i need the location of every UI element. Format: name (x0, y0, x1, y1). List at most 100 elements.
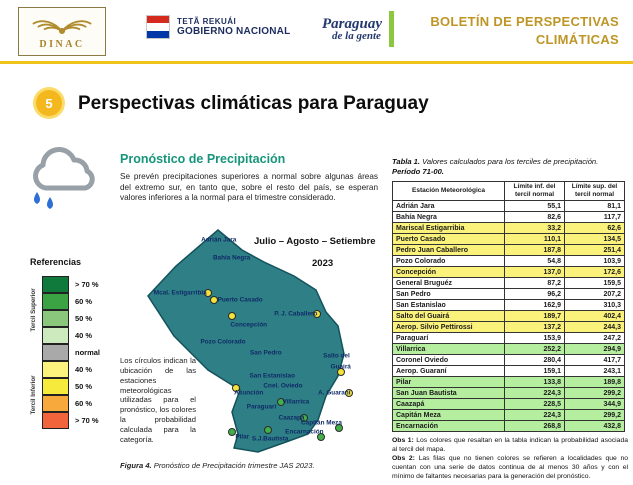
table-row: Coronel Oviedo 280,4 417,7 (392, 354, 625, 367)
table-row: General Bruguéz 87,2 159,5 (392, 277, 625, 290)
table-caption-text: Valores calculados para los terciles de … (420, 157, 599, 166)
map-station-dot (263, 425, 272, 434)
legend-label: 50 % (75, 314, 93, 323)
map-station-label: Puerto Casado (217, 296, 263, 304)
inf-value-cell: 55,1 (504, 200, 565, 213)
legend-label: > 70 % (75, 280, 99, 289)
inf-value-cell: 224,3 (504, 387, 565, 400)
station-cell: Caazapá (392, 398, 505, 411)
station-cell: Salto del Guairá (392, 310, 505, 323)
bulletin-title-line1: BOLETÍN DE PERSPECTIVAS (430, 14, 619, 29)
legend-item: 50 % (42, 310, 162, 327)
period-title: Julio – Agosto – Setiembre (254, 236, 376, 247)
station-cell: Capitán Meza (392, 409, 505, 422)
map-canvas (147, 229, 345, 453)
terciles-table: Estación Meteorológica Límite inf. del t… (392, 180, 625, 433)
station-cell: Pozo Colorado (392, 255, 505, 268)
legend-label: 50 % (75, 382, 93, 391)
inf-value-cell: 137,2 (504, 321, 565, 334)
table-caption-label: Tabla 1. (392, 157, 420, 166)
inf-value-cell: 96,2 (504, 288, 565, 301)
sup-value-cell: 117,7 (564, 211, 625, 224)
map-station-dot (313, 309, 322, 318)
map-station-dot (317, 432, 326, 441)
station-cell: San Pedro (392, 288, 505, 301)
legend-item: 40 % (42, 361, 162, 378)
map-station-label: Caazapá (278, 414, 305, 422)
map-station-dot (204, 288, 213, 297)
legend-item: 40 % (42, 327, 162, 344)
sup-value-cell: 244,3 (564, 321, 625, 334)
inf-value-cell: 133,8 (504, 376, 565, 389)
legend-label: 60 % (75, 399, 93, 408)
map-station-label: Pozo Colorado (200, 338, 246, 346)
map-station-dot (336, 367, 345, 376)
map-station-label: San Estanislao (249, 372, 295, 380)
station-cell: Aerop. Silvio Pettirossi (392, 321, 505, 334)
inf-value-cell: 228,5 (504, 398, 565, 411)
inf-value-cell: 54,8 (504, 255, 565, 268)
legend-item: > 70 % (42, 276, 162, 293)
dinac-label: DINAC (39, 38, 85, 50)
station-cell: Villarrica (392, 343, 505, 356)
table-row: Bahía Negra 82,6 117,7 (392, 211, 625, 224)
legend-item: 60 % (42, 293, 162, 310)
table-row: Salto del Guairá 189,7 402,4 (392, 310, 625, 323)
table-row: Pilar 133,8 189,8 (392, 376, 625, 389)
inf-value-cell: 110,1 (504, 233, 565, 246)
station-cell: Concepción (392, 266, 505, 279)
station-cell: Puerto Casado (392, 233, 505, 246)
sup-value-cell: 432,8 (564, 420, 625, 433)
header-divider (0, 61, 633, 64)
legend-label: normal (75, 348, 101, 357)
legend-swatch (42, 378, 69, 395)
inf-value-cell: 153,9 (504, 332, 565, 345)
legend-label: 40 % (75, 331, 93, 340)
obs2-label: Obs 2: (392, 455, 415, 462)
legend-swatch (42, 293, 69, 310)
section-number-badge: 5 (36, 90, 62, 116)
table-row: Capitán Meza 224,3 299,2 (392, 409, 625, 422)
legend-swatch (42, 310, 69, 327)
table-header-row: Estación Meteorológica Límite inf. del t… (392, 180, 625, 202)
table-row: San Estanislao 162,9 310,3 (392, 299, 625, 312)
legend-swatch (42, 412, 69, 429)
station-cell: Mariscal Estigarribia (392, 222, 505, 235)
sup-value-cell: 251,4 (564, 244, 625, 257)
legend-label: 60 % (75, 297, 93, 306)
dinac-wings-icon (32, 19, 92, 34)
legend-items: > 70 % 60 % 50 % 40 % (42, 276, 162, 429)
figure-caption-text: Pronóstico de Precipitación trimestre JA… (151, 461, 315, 470)
figure-caption: Figura 4. Pronóstico de Precipitación tr… (120, 461, 388, 470)
table-body: Adrián Jara 55,1 81,1 Bahía Negra 82,6 1… (392, 200, 625, 433)
map-station-dot (334, 423, 343, 432)
inf-value-cell: 162,9 (504, 299, 565, 312)
inf-value-cell: 187,8 (504, 244, 565, 257)
references-title: Referencias (30, 257, 82, 267)
map-station-dot (231, 384, 240, 393)
paraguay-map: Adrián Jara Bahía Negra Mcal. Estigarrib… (146, 228, 360, 460)
map-station-label: Paraguarí (246, 403, 277, 411)
sup-value-cell: 310,3 (564, 299, 625, 312)
map-station-label: Cnel. Oviedo (263, 382, 303, 390)
brand-script-line2: de la gente (332, 30, 381, 42)
brand-script-text: Paraguay de la gente (322, 16, 382, 42)
table-row: Villarrica 252,2 294,9 (392, 343, 625, 356)
table-row: Pozo Colorado 54,8 103,9 (392, 255, 625, 268)
map-station-dot (210, 295, 219, 304)
map-station-label: Adrián Jara (201, 236, 237, 244)
inf-value-cell: 82,6 (504, 211, 565, 224)
legend-swatch (42, 395, 69, 412)
legend-upper-group-label: Tercil Superior (30, 288, 37, 332)
map-station-label: Encarnación (285, 428, 324, 436)
inf-value-cell: 224,3 (504, 409, 565, 422)
map-station-label: A. Guaraní (318, 389, 351, 397)
map-station-dot (300, 414, 309, 423)
map-station-label: P. J. Caballero (274, 310, 318, 318)
column-header-inf: Límite inf. del tercil normal (504, 180, 565, 202)
map-station-label: Capitán Meza (301, 419, 342, 427)
column-header-station: Estación Meteorológica (392, 180, 505, 202)
bulletin-title-line2: CLIMÁTICAS (535, 32, 619, 48)
legend-item: 50 % (42, 378, 162, 395)
legend-swatch (42, 276, 69, 293)
